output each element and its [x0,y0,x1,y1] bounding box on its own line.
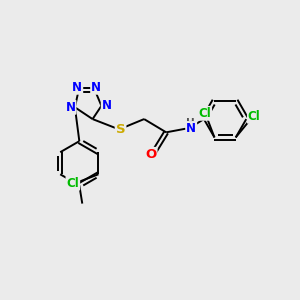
Text: H: H [186,118,195,128]
Text: Cl: Cl [198,107,211,120]
Text: N: N [102,99,112,112]
Text: N: N [65,101,76,114]
Text: N: N [186,122,196,135]
Text: S: S [116,123,125,136]
Text: Cl: Cl [67,177,79,190]
Text: O: O [145,148,157,161]
Text: N: N [72,81,82,94]
Text: Cl: Cl [248,110,261,123]
Text: N: N [91,81,101,94]
